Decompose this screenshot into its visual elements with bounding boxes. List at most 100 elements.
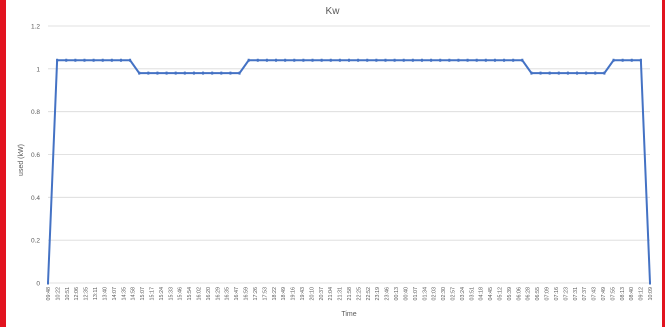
data-point <box>338 58 341 62</box>
x-tick-label: 21:58 <box>347 287 353 301</box>
data-point <box>466 58 469 62</box>
x-axis-ticks: 09:48 10:22 10:51 12:06 12:35 13:11 13:40 14:07… <box>46 287 654 301</box>
x-tick-label: 13:40 <box>102 287 108 301</box>
x-tick-label: 15:17 <box>149 287 155 301</box>
y-tick-label: 0 <box>36 281 40 288</box>
x-tick-label: 16:29 <box>215 287 221 301</box>
data-point <box>493 58 496 62</box>
data-point <box>411 58 414 62</box>
x-tick-label: 14:58 <box>131 287 137 301</box>
x-tick-label: 15:33 <box>168 287 174 301</box>
x-tick-label: 12:35 <box>84 287 90 301</box>
data-point <box>83 58 86 62</box>
x-tick-label: 05:12 <box>498 287 504 301</box>
data-point <box>56 58 59 62</box>
data-point <box>156 71 159 75</box>
x-tick-label: 21:04 <box>328 287 334 301</box>
x-tick-label: 04:45 <box>488 287 494 301</box>
data-point <box>265 58 268 62</box>
x-tick-label: 16:35 <box>225 287 231 301</box>
data-point <box>129 58 132 62</box>
x-tick-label: 07:09 <box>545 287 551 301</box>
x-tick-label: 16:20 <box>206 287 212 301</box>
series-line <box>47 59 651 284</box>
y-tick-label: 0.2 <box>31 238 40 245</box>
data-point <box>256 58 259 62</box>
data-point <box>649 281 651 285</box>
x-axis-label: Time <box>341 311 356 318</box>
x-tick-label: 23:19 <box>375 287 381 301</box>
data-point <box>74 58 77 62</box>
data-point <box>229 71 232 75</box>
x-tick-label: 07:16 <box>554 287 560 301</box>
x-tick-label: 22:52 <box>366 287 372 301</box>
x-tick-label: 07:31 <box>573 287 579 301</box>
x-tick-label: 03:51 <box>469 287 475 301</box>
x-tick-label: 07:23 <box>563 287 569 301</box>
data-point <box>621 58 624 62</box>
data-point <box>484 58 487 62</box>
data-point <box>320 58 323 62</box>
data-point <box>430 58 433 62</box>
x-tick-label: 06:06 <box>516 287 522 301</box>
y-axis-label: used (kW) <box>18 144 25 176</box>
x-tick-label: 21:31 <box>338 287 344 301</box>
x-tick-label: 07:55 <box>610 287 616 301</box>
x-tick-label: 09:12 <box>639 287 645 301</box>
data-point <box>566 71 569 75</box>
x-tick-label: 17:26 <box>253 287 259 301</box>
x-tick-label: 00:40 <box>403 287 409 301</box>
data-point <box>147 71 150 75</box>
x-tick-label: 17:53 <box>262 287 268 301</box>
data-point <box>457 58 460 62</box>
x-tick-label: 02:57 <box>450 287 456 301</box>
data-point <box>47 281 49 285</box>
data-point <box>639 58 642 62</box>
x-tick-label: 12:06 <box>74 287 80 301</box>
x-tick-label: 13:11 <box>93 287 99 300</box>
data-point <box>539 71 542 75</box>
x-tick-label: 02:30 <box>441 287 447 301</box>
x-tick-label: 10:09 <box>648 287 654 301</box>
data-point <box>202 71 205 75</box>
x-tick-label: 15:46 <box>178 287 184 301</box>
x-tick-label: 19:16 <box>291 287 297 301</box>
data-point <box>420 58 423 62</box>
data-point <box>311 58 314 62</box>
x-tick-label: 07:37 <box>582 287 588 301</box>
x-tick-label: 16:47 <box>234 287 240 301</box>
data-point <box>192 71 195 75</box>
x-tick-label: 14:07 <box>112 287 118 301</box>
gridlines <box>48 25 650 284</box>
x-tick-label: 22:25 <box>356 287 362 301</box>
x-tick-label: 18:22 <box>272 287 278 301</box>
x-tick-label: 06:28 <box>526 287 532 301</box>
x-tick-label: 05:39 <box>507 287 513 301</box>
x-tick-label: 07:49 <box>601 287 607 301</box>
x-tick-label: 20:10 <box>309 287 315 301</box>
x-tick-label: 02:03 <box>432 287 438 301</box>
x-tick-label: 03:24 <box>460 287 466 301</box>
data-point <box>612 58 615 62</box>
data-point <box>375 58 378 62</box>
data-point <box>357 58 360 62</box>
data-point <box>119 58 122 62</box>
data-point <box>302 58 305 62</box>
data-point <box>530 71 533 75</box>
y-axis-ticks: 0 0.2 0.4 0.6 0.8 1 1.2 <box>31 24 40 288</box>
data-point <box>402 58 405 62</box>
data-point <box>548 71 551 75</box>
data-point <box>393 58 396 62</box>
x-tick-label: 06:55 <box>535 287 541 301</box>
x-tick-label: 08:13 <box>620 287 626 301</box>
data-point <box>503 58 506 62</box>
data-point <box>293 58 296 62</box>
y-tick-label: 0.6 <box>31 152 40 159</box>
data-point <box>238 71 241 75</box>
series-layer <box>47 58 651 285</box>
data-point <box>183 71 186 75</box>
x-tick-label: 10:22 <box>55 287 61 301</box>
x-tick-label: 15:24 <box>159 287 165 301</box>
